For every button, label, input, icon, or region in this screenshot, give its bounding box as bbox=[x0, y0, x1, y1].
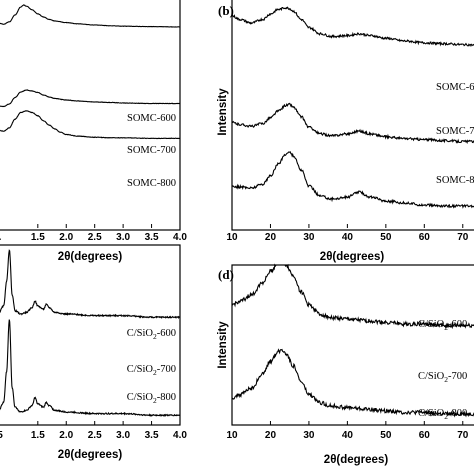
x-tick-label-c-5: 4.0 bbox=[173, 430, 187, 441]
panel-c-series bbox=[0, 249, 181, 426]
series-line-b-3 bbox=[231, 151, 474, 209]
x-tick-label-c-3: 3.0 bbox=[116, 430, 130, 441]
x-tick-label-d-6: 70 bbox=[457, 430, 469, 441]
series-label-b-3: SOMC-800 bbox=[436, 175, 474, 186]
series-line-d-2 bbox=[231, 348, 474, 418]
x-tick-label-a-0: 1.5 bbox=[31, 232, 45, 243]
series-label-c-1: C/SiO2-600 bbox=[127, 328, 176, 341]
panel-b: (b) Intensity 10 20 30 40 50 60 70 2θ(degrees)… bbox=[217, 0, 474, 263]
series-line-d-1 bbox=[231, 263, 474, 330]
x-tick-label-b-4: 50 bbox=[380, 232, 392, 243]
panel-a-series bbox=[0, 4, 181, 140]
series-label-b-1: SOMC-600 bbox=[436, 82, 474, 93]
panel-b-ylabel: Intensity bbox=[217, 88, 229, 136]
panel-a-partial-tick: . bbox=[0, 232, 2, 243]
series-label-d-1: C/SiO2-600 bbox=[418, 319, 467, 332]
series-label-c-3: C/SiO2-800 bbox=[127, 392, 176, 405]
panel-a-xlabel: 2θ(degrees) bbox=[58, 251, 123, 263]
x-tick-label-d-0: 10 bbox=[226, 430, 238, 441]
x-tick-label-b-2: 30 bbox=[303, 232, 315, 243]
series-line-a-1 bbox=[0, 4, 181, 28]
series-label-a-1: SOMC-600 bbox=[127, 113, 176, 124]
series-line-a-2 bbox=[0, 89, 181, 108]
panel-b-xlabel: 2θ(degrees) bbox=[320, 251, 385, 263]
x-tick-label-c-1: 2.0 bbox=[59, 430, 73, 441]
panel-c: 1.5 2.0 2.5 3.0 3.5 4.0 5 2θ(degrees) C/SiO2-… bbox=[0, 244, 187, 461]
x-tick-label-b-0: 10 bbox=[226, 232, 238, 243]
x-tick-label-c-2: 2.5 bbox=[88, 430, 102, 441]
panel-a-ticks: 1.5 2.0 2.5 3.0 3.5 4.0 bbox=[31, 224, 187, 243]
series-label-c-2: C/SiO2-700 bbox=[127, 364, 176, 377]
panel-a: 1.5 2.0 2.5 3.0 3.5 4.0 . 2θ(degrees) SOMC-60… bbox=[0, 0, 187, 263]
series-label-d-3: C/SiO2-800 bbox=[418, 408, 467, 421]
x-tick-label-a-1: 2.0 bbox=[59, 232, 73, 243]
x-tick-label-a-5: 4.0 bbox=[173, 232, 187, 243]
panel-d-ylabel: Intensity bbox=[217, 321, 229, 369]
panel-a-series-labels: SOMC-600 SOMC-700 SOMC-800 bbox=[127, 113, 176, 189]
panel-d-xlabel: 2θ(degrees) bbox=[324, 454, 389, 466]
panel-b-frame bbox=[231, 0, 474, 231]
series-label-a-2: SOMC-700 bbox=[127, 145, 176, 156]
x-tick-label-b-1: 20 bbox=[265, 232, 277, 243]
series-label-a-3: SOMC-800 bbox=[127, 178, 176, 189]
panel-d-series bbox=[231, 263, 474, 426]
series-line-a-3 bbox=[0, 110, 181, 140]
x-tick-label-a-4: 3.5 bbox=[145, 232, 159, 243]
x-tick-label-d-3: 40 bbox=[342, 430, 354, 441]
x-tick-label-b-5: 60 bbox=[419, 232, 431, 243]
panel-d-frame bbox=[231, 264, 474, 426]
x-tick-label-b-3: 40 bbox=[342, 232, 354, 243]
series-line-c-1 bbox=[0, 249, 181, 320]
series-line-b-1 bbox=[231, 6, 474, 47]
panel-b-series-labels: SOMC-600 SOMC-700 SOMC-800 bbox=[436, 82, 474, 186]
panel-b-letter: (b) bbox=[218, 3, 234, 18]
panel-c-series-labels: C/SiO2-600 C/SiO2-700 C/SiO2-800 bbox=[127, 328, 176, 405]
x-tick-label-d-1: 20 bbox=[265, 430, 277, 441]
x-tick-label-c-4: 3.5 bbox=[145, 430, 159, 441]
x-tick-label-d-2: 30 bbox=[303, 430, 315, 441]
panel-c-xlabel: 2θ(degrees) bbox=[58, 449, 123, 461]
panel-d: (d) Intensity 10 20 30 40 50 60 70 2θ(degrees)… bbox=[217, 263, 474, 466]
x-tick-label-a-2: 2.5 bbox=[88, 232, 102, 243]
x-tick-label-c-0: 1.5 bbox=[31, 430, 45, 441]
series-label-d-2: C/SiO2-700 bbox=[418, 371, 467, 384]
x-tick-label-d-4: 50 bbox=[380, 430, 392, 441]
panel-d-ticks: 10 20 30 40 50 60 70 bbox=[226, 421, 469, 441]
x-tick-label-b-6: 70 bbox=[457, 232, 469, 243]
series-line-c-2 bbox=[0, 319, 181, 417]
panel-d-letter: (d) bbox=[218, 267, 234, 282]
series-label-b-2: SOMC-700 bbox=[436, 126, 474, 137]
x-tick-label-a-3: 3.0 bbox=[116, 232, 130, 243]
series-line-b-2 bbox=[231, 102, 474, 145]
panel-a-frame bbox=[0, 0, 181, 231]
x-tick-label-d-5: 60 bbox=[419, 430, 431, 441]
panel-b-series bbox=[231, 6, 474, 209]
panel-b-ticks: 10 20 30 40 50 60 70 bbox=[226, 224, 469, 243]
panel-c-ticks: 1.5 2.0 2.5 3.0 3.5 4.0 bbox=[31, 421, 187, 441]
panel-d-series-labels: C/SiO2-600 C/SiO2-700 C/SiO2-800 bbox=[418, 319, 467, 421]
panel-c-partial-tick: 5 bbox=[0, 430, 3, 441]
